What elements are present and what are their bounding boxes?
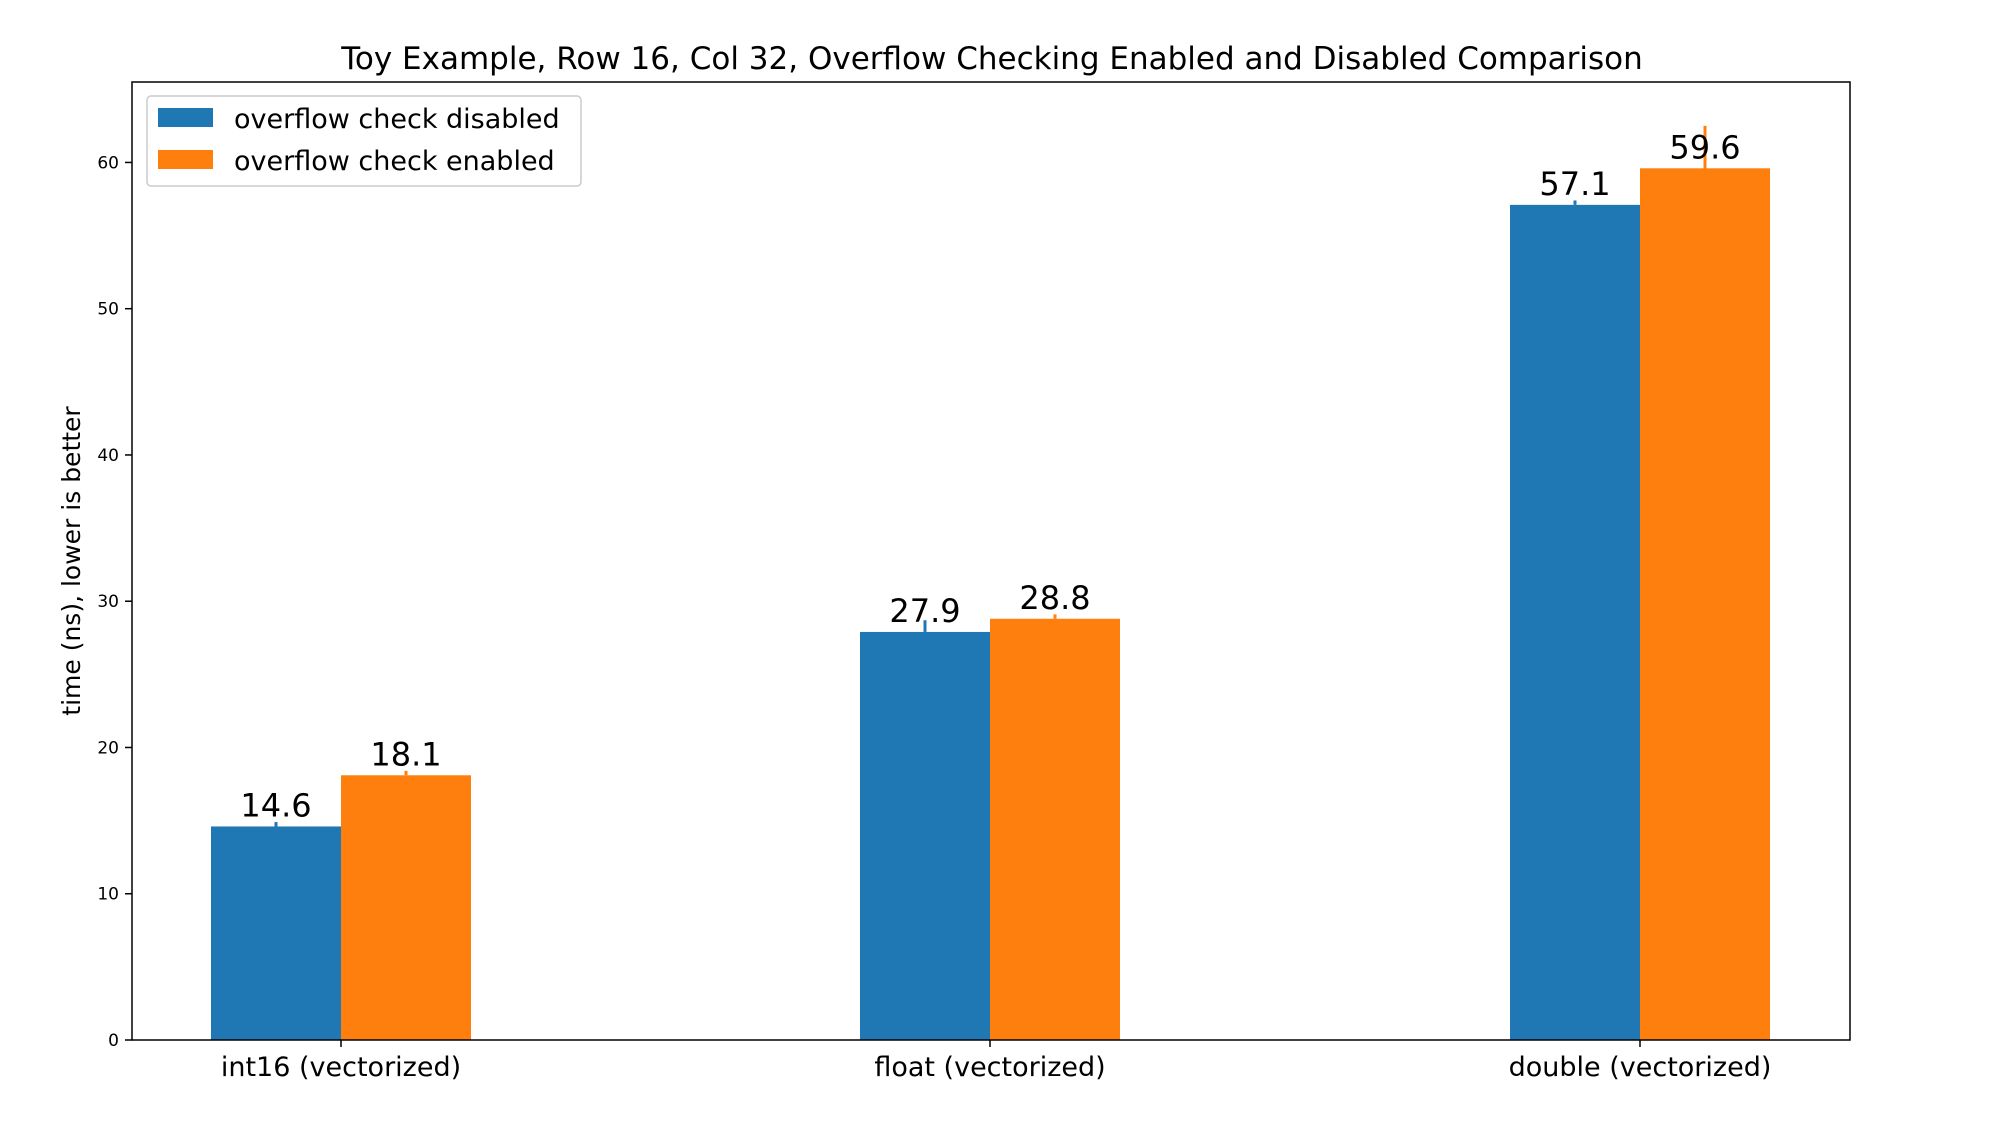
- y-axis-label: time (ns), lower is better: [57, 406, 86, 716]
- bars-layer: [211, 168, 1770, 1040]
- y-tick-label: 0: [108, 1031, 119, 1051]
- legend-label-overflow-check-enabled: overflow check enabled: [234, 146, 555, 177]
- x-axis: int16 (vectorized) float (vectorized) doub…: [221, 1040, 1772, 1083]
- legend-swatch-overflow-check-enabled: [158, 150, 213, 169]
- y-tick-label: 30: [97, 592, 119, 612]
- y-tick-label: 20: [97, 738, 119, 758]
- legend-swatch-overflow-check-disabled: [158, 108, 213, 127]
- data-label-overflow-check-disabled-int16-vectorized: 14.6: [240, 786, 311, 824]
- y-tick-label: 10: [97, 885, 119, 905]
- data-label-overflow-check-enabled-double-vectorized: 59.6: [1669, 128, 1740, 166]
- data-label-overflow-check-enabled-int16-vectorized: 18.1: [370, 735, 441, 773]
- bar-overflow-check-enabled-int16-vectorized: [341, 775, 471, 1040]
- x-tick-label-double-vectorized: double (vectorized): [1509, 1052, 1772, 1083]
- chart-title: Toy Example, Row 16, Col 32, Overflow Ch…: [340, 41, 1643, 77]
- data-labels-layer: 14.6 27.9 57.1 18.1 28.8 59.6: [240, 128, 1740, 824]
- legend-frame: [146, 95, 582, 187]
- x-tick-label-float-vectorized: float (vectorized): [874, 1052, 1105, 1083]
- y-tick-label: 50: [97, 300, 119, 320]
- legend: overflow check disabled overflow check e…: [146, 95, 582, 187]
- data-label-overflow-check-enabled-float-vectorized: 28.8: [1019, 579, 1090, 617]
- data-label-overflow-check-disabled-float-vectorized: 27.9: [889, 592, 960, 630]
- bar-overflow-check-enabled-float-vectorized: [990, 618, 1120, 1040]
- data-label-overflow-check-disabled-double-vectorized: 57.1: [1539, 165, 1610, 203]
- y-tick-label: 40: [97, 446, 119, 466]
- error-bars-layer: [274, 125, 1707, 827]
- bar-overflow-check-disabled-double-vectorized: [1510, 204, 1640, 1040]
- bar-overflow-check-enabled-double-vectorized: [1640, 168, 1770, 1040]
- legend-label-overflow-check-disabled: overflow check disabled: [234, 104, 560, 135]
- bar-overflow-check-disabled-float-vectorized: [860, 631, 990, 1040]
- x-tick-label-int16-vectorized: int16 (vectorized): [221, 1052, 461, 1083]
- y-tick-label: 60: [97, 153, 119, 173]
- plot-frame: [131, 81, 1851, 1041]
- y-axis: 0 10 20 30 40 50 60: [97, 153, 132, 1051]
- bar-overflow-check-disabled-int16-vectorized: [211, 826, 341, 1040]
